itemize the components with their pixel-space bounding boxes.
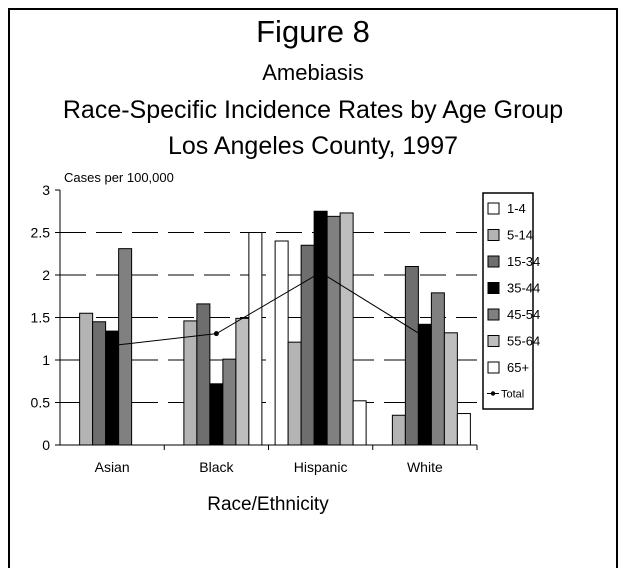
bar-15-34-white [405, 267, 418, 446]
legend-swatch [488, 336, 499, 347]
legend-label: Total [501, 389, 524, 401]
bar-45-54-hispanic [327, 216, 340, 445]
legend-label: 45-54 [507, 307, 540, 322]
bar-15-34-asian [93, 322, 106, 445]
x-tick-label: White [407, 459, 443, 475]
legend-label: 1-4 [507, 201, 526, 216]
legend-label: 55-64 [507, 334, 540, 349]
x-tick-label: Asian [95, 459, 130, 475]
bar-5-14-white [392, 415, 405, 445]
bar-35-44-black [210, 384, 223, 445]
bar-45-54-asian [119, 249, 132, 445]
legend-swatch [488, 362, 499, 373]
bar-1-4-hispanic [275, 241, 288, 445]
bar-35-44-hispanic [314, 211, 327, 445]
legend-swatch [488, 309, 499, 320]
x-tick-label: Hispanic [294, 459, 348, 475]
bar-45-54-black [223, 359, 236, 445]
y-tick-label: 3 [42, 182, 50, 198]
bar-5-14-hispanic [288, 342, 301, 445]
bar-15-34-black [197, 304, 210, 445]
bar-65plus-hispanic [353, 401, 366, 445]
bar-55-64-hispanic [340, 213, 353, 445]
y-axis-label: Cases per 100,000 [64, 170, 174, 185]
bar-55-64-black [236, 318, 249, 445]
y-tick-label: 1 [42, 352, 50, 368]
total-point [318, 270, 323, 275]
bar-5-14-asian [80, 313, 93, 445]
legend-label: 35-44 [507, 281, 540, 296]
x-tick-label: Black [199, 459, 234, 475]
bar-35-44-white [418, 324, 431, 445]
bar-65plus-black [249, 233, 262, 446]
legend-swatch [488, 230, 499, 241]
bar-5-14-black [184, 321, 197, 445]
y-tick-label: 2 [42, 267, 50, 283]
y-tick-label: 0.5 [31, 395, 51, 411]
legend-box [483, 193, 533, 409]
x-axis-label: Race/Ethnicity [207, 494, 329, 515]
legend-swatch [488, 256, 499, 267]
total-point [110, 343, 115, 348]
bar-15-34-hispanic [301, 245, 314, 445]
legend: 1-4 5-14 15-34 35-44 45-54 55-64 65+ Total [483, 193, 540, 409]
legend-swatch [488, 203, 499, 214]
y-tick-label: 1.5 [31, 310, 51, 326]
legend-label: 65+ [507, 360, 529, 375]
total-point [422, 335, 427, 340]
bar-35-44-asian [106, 331, 119, 445]
legend-total-marker [491, 391, 495, 395]
bar-55-64-white [444, 333, 457, 445]
legend-label: 5-14 [507, 228, 533, 243]
total-point [214, 331, 219, 336]
bar-45-54-white [431, 293, 444, 445]
y-tick-label: 2.5 [31, 225, 51, 241]
legend-label: 15-34 [507, 254, 540, 269]
bar-65plus-white [457, 414, 470, 445]
total-series-line [112, 272, 425, 345]
y-tick-label: 0 [42, 437, 50, 453]
legend-swatch [488, 283, 499, 294]
total-line [110, 270, 428, 348]
